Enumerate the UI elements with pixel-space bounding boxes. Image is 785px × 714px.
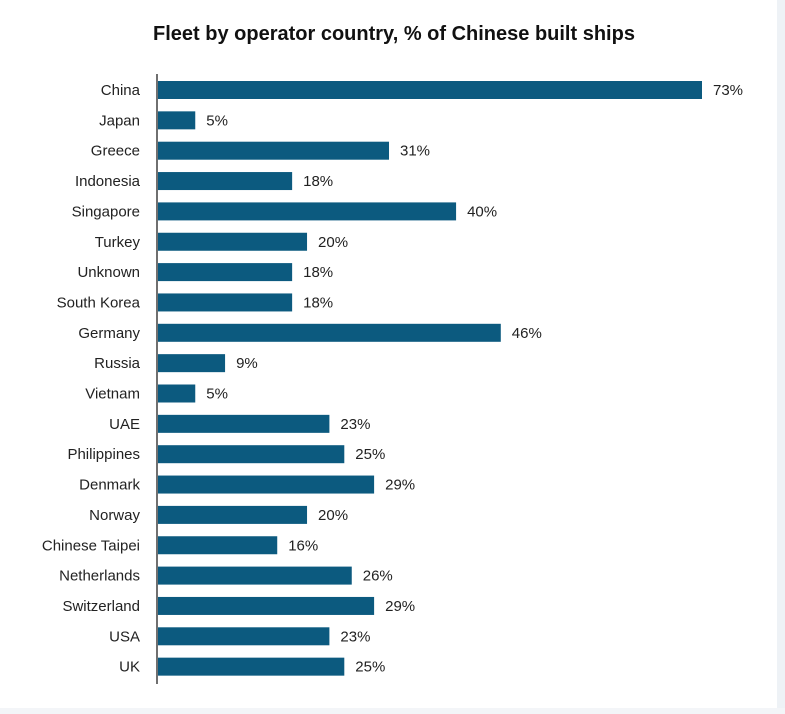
value-label-indonesia: 18% (303, 173, 333, 190)
bar-germany (158, 323, 501, 342)
category-label-usa: USA (109, 628, 140, 645)
category-label-turkey: Turkey (95, 234, 141, 251)
value-label-china: 73% (713, 82, 743, 99)
category-label-norway: Norway (89, 507, 140, 524)
bar-uae (158, 414, 330, 433)
page-bottom-strip (0, 708, 785, 714)
bar-indonesia (158, 172, 293, 191)
category-label-uae: UAE (109, 416, 140, 433)
category-label-switzerland: Switzerland (62, 598, 140, 615)
value-label-russia: 9% (236, 355, 258, 372)
bar-usa (158, 627, 330, 646)
bar-unknown (158, 263, 293, 282)
page-edge-strip (777, 0, 785, 714)
value-labels-group: 73%5%31%18%40%20%18%18%46%9%5%23%25%29%2… (206, 82, 743, 676)
value-label-vietnam: 5% (206, 386, 228, 403)
category-label-vietnam: Vietnam (85, 386, 140, 403)
bar-japan (158, 111, 196, 130)
category-label-denmark: Denmark (79, 477, 140, 494)
value-label-germany: 46% (512, 325, 542, 342)
value-label-south-korea: 18% (303, 294, 333, 311)
bars-group (158, 81, 702, 676)
category-label-unknown: Unknown (77, 264, 140, 281)
bar-vietnam (158, 384, 196, 403)
value-label-norway: 20% (318, 507, 348, 524)
bar-uk (158, 657, 345, 676)
bar-turkey (158, 232, 308, 251)
category-label-greece: Greece (91, 143, 140, 160)
value-label-denmark: 29% (385, 477, 415, 494)
bar-chinese-taipei (158, 536, 278, 555)
value-label-usa: 23% (340, 628, 370, 645)
value-label-netherlands: 26% (363, 568, 393, 585)
category-label-indonesia: Indonesia (75, 173, 141, 190)
value-label-singapore: 40% (467, 203, 497, 220)
value-label-philippines: 25% (355, 446, 385, 463)
bar-switzerland (158, 596, 375, 615)
value-label-japan: 5% (206, 112, 228, 129)
bar-russia (158, 354, 226, 373)
value-label-switzerland: 29% (385, 598, 415, 615)
value-label-uae: 23% (340, 416, 370, 433)
category-label-china: China (101, 82, 141, 99)
chart-title: Fleet by operator country, % of Chinese … (153, 23, 635, 45)
bar-greece (158, 141, 390, 160)
bar-china (158, 81, 702, 99)
bar-denmark (158, 475, 375, 494)
category-labels-group: China Japan Greece Indonesia Singapore Turkey… (42, 82, 141, 676)
value-label-greece: 31% (400, 143, 430, 160)
value-label-chinese-taipei: 16% (288, 537, 318, 554)
category-label-uk: UK (119, 659, 140, 676)
bar-norway (158, 505, 308, 524)
category-label-japan: Japan (99, 112, 140, 129)
bar-south-korea (158, 293, 293, 312)
value-label-unknown: 18% (303, 264, 333, 281)
category-label-philippines: Philippines (67, 446, 140, 463)
category-label-russia: Russia (94, 355, 141, 372)
bar-netherlands (158, 566, 352, 585)
bar-philippines (158, 445, 345, 464)
bar-singapore (158, 202, 457, 221)
category-label-chinese-taipei: Chinese Taipei (42, 537, 140, 554)
category-label-netherlands: Netherlands (59, 568, 140, 585)
value-label-turkey: 20% (318, 234, 348, 251)
value-label-uk: 25% (355, 659, 385, 676)
category-label-south-korea: South Korea (57, 294, 141, 311)
category-label-singapore: Singapore (72, 203, 140, 220)
category-label-germany: Germany (78, 325, 140, 342)
